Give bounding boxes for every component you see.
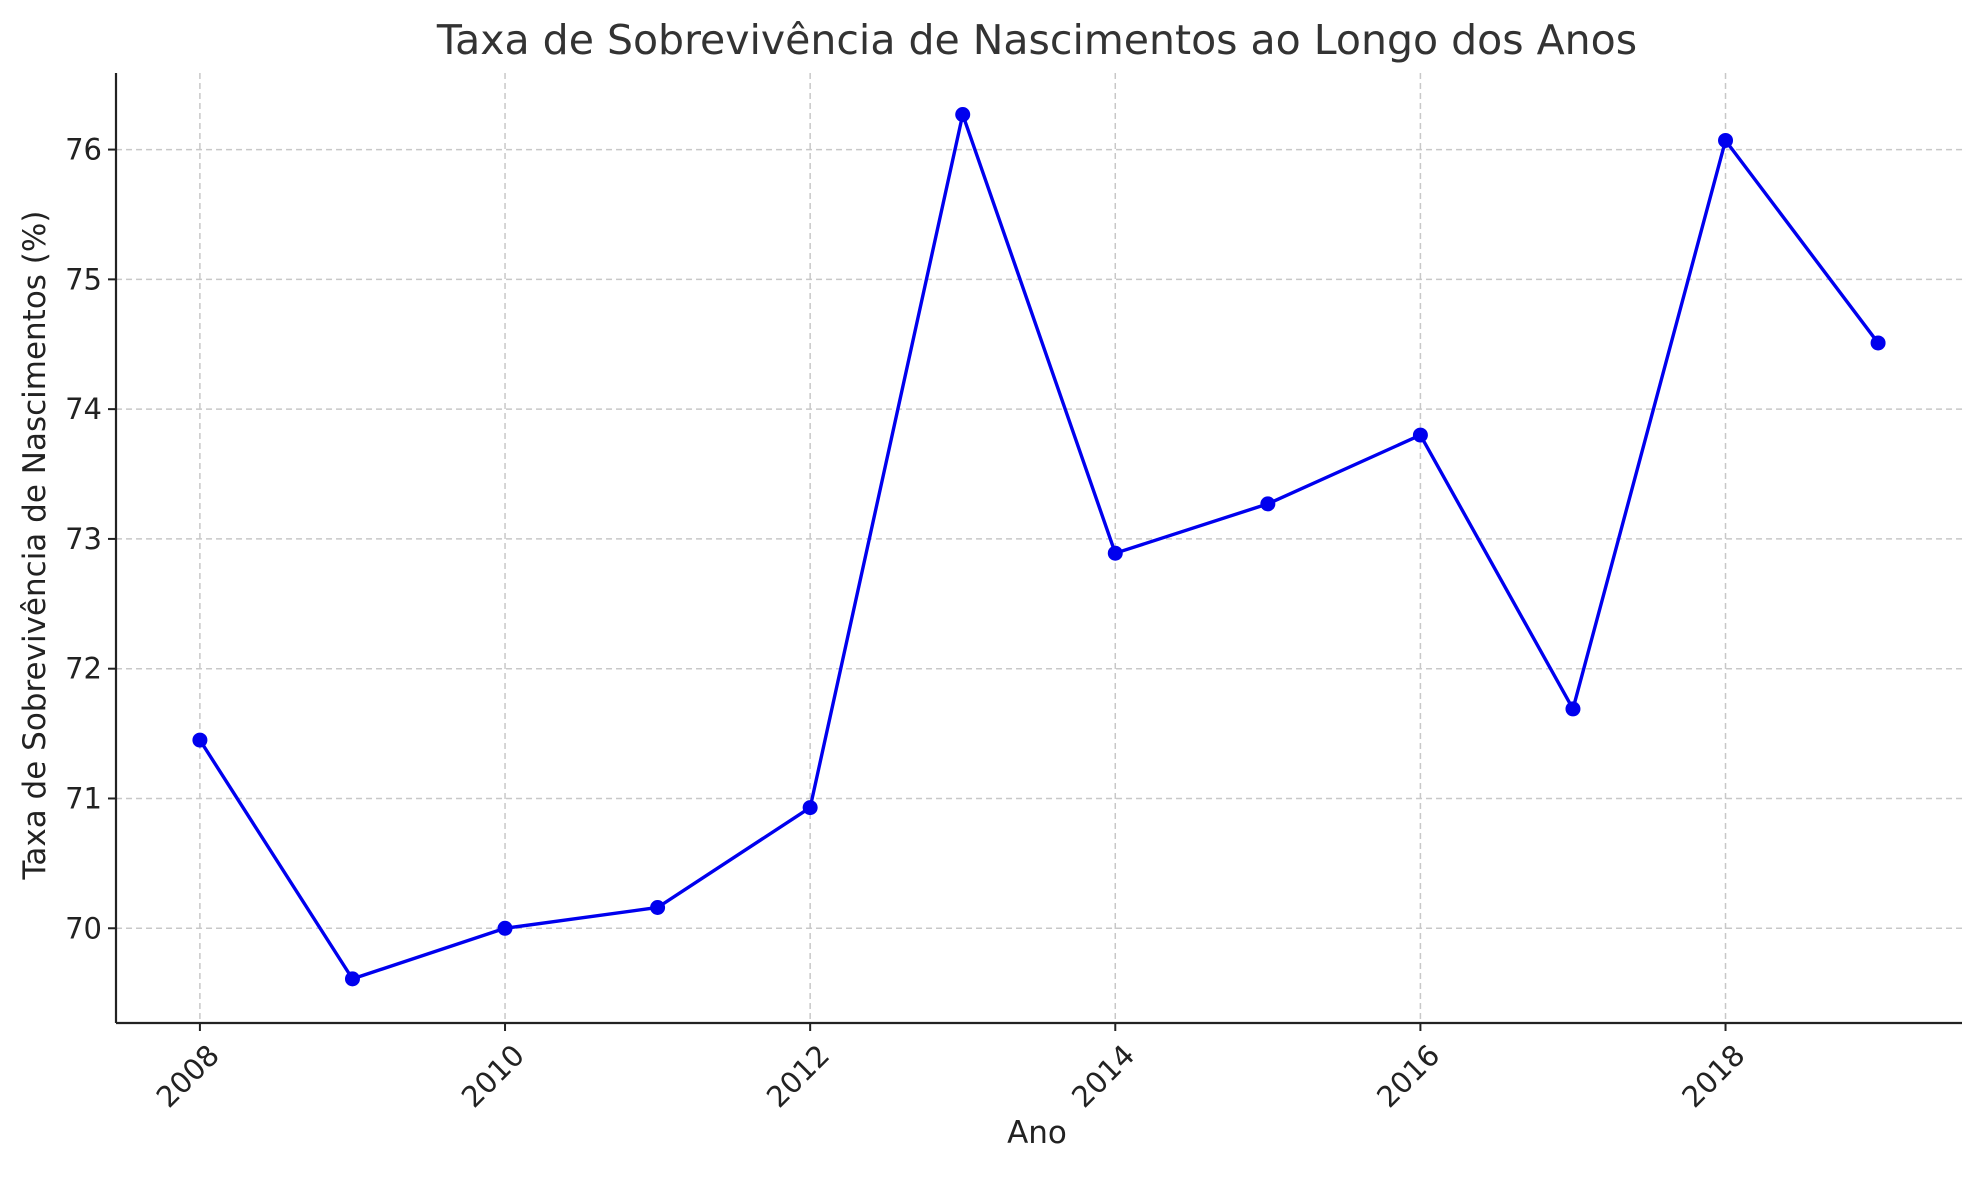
series-line [198,112,1880,981]
data-point [497,920,513,936]
data-point [344,971,360,987]
data-point [955,107,971,123]
x-tick-label: 2010 [455,1038,531,1114]
data-point [1260,496,1276,512]
x-tick-label: 2018 [1675,1038,1751,1114]
y-tick-label: 74 [65,392,102,426]
x-tick-label: 2014 [1065,1038,1141,1114]
data-point [1107,545,1123,561]
data-point [1870,335,1886,351]
y-tick-label: 75 [65,262,102,296]
x-axis-ticks: 2008 2010 2012 2014 2016 2018 [150,1023,1752,1114]
data-point [802,800,818,816]
series [192,107,1886,987]
y-tick-label: 73 [65,522,102,556]
x-tick-label: 2012 [760,1038,836,1114]
axes [114,73,1962,1025]
data-point [192,732,208,748]
data-point [1718,132,1734,148]
y-axis-label: Taxa de Sobrevivência de Nascimentos (%) [17,211,53,881]
data-point [650,899,666,915]
y-tick-label: 71 [65,781,102,815]
grid [116,73,1962,1023]
x-tick-label: 2016 [1370,1038,1446,1114]
data-point [1565,701,1581,717]
x-tick-label: 2008 [150,1038,226,1114]
y-tick-label: 72 [65,652,102,686]
data-point [1412,427,1428,443]
chart-title: Taxa de Sobrevivência de Nascimentos ao … [436,16,1637,64]
y-tick-label: 76 [65,133,102,167]
y-axis-ticks: 70 71 72 73 74 75 76 [65,133,116,945]
y-tick-label: 70 [65,911,102,945]
x-axis-label: Ano [1007,1115,1067,1151]
